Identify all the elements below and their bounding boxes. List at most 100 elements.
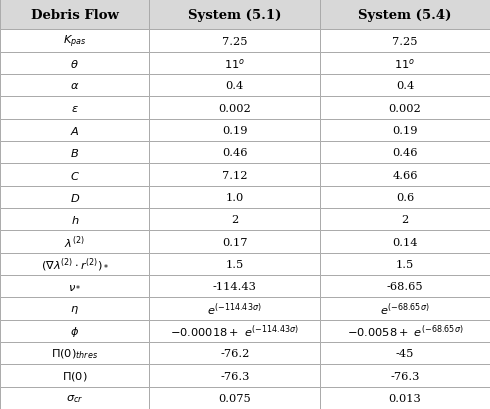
Bar — [0, 209, 149, 231]
Bar — [0, 97, 149, 119]
Text: $\eta$: $\eta$ — [70, 303, 79, 315]
Text: 0.14: 0.14 — [392, 237, 418, 247]
Bar — [320, 119, 490, 142]
Bar — [320, 320, 490, 342]
Bar — [149, 387, 320, 409]
Bar — [0, 164, 149, 186]
Text: $\nu_*$: $\nu_*$ — [68, 281, 81, 292]
Bar — [149, 30, 320, 53]
Bar — [320, 231, 490, 253]
Bar — [320, 387, 490, 409]
Bar — [320, 186, 490, 209]
Text: $e^{(-114.43\sigma)}$: $e^{(-114.43\sigma)}$ — [207, 301, 262, 317]
Bar — [0, 119, 149, 142]
Text: 1.0: 1.0 — [225, 192, 244, 202]
Bar — [320, 253, 490, 275]
Text: $C$: $C$ — [70, 169, 80, 181]
Text: $D$: $D$ — [70, 191, 80, 203]
Text: 0.46: 0.46 — [392, 148, 418, 158]
Text: $-0.00018 + \ e^{(-114.43\sigma)}$: $-0.00018 + \ e^{(-114.43\sigma)}$ — [171, 323, 299, 339]
Bar — [0, 342, 149, 364]
Bar — [149, 186, 320, 209]
Text: -68.65: -68.65 — [387, 281, 423, 292]
Text: 0.002: 0.002 — [389, 103, 421, 113]
Text: 7.25: 7.25 — [222, 36, 247, 47]
Text: $\Pi(0)_{thres}$: $\Pi(0)_{thres}$ — [51, 346, 98, 360]
Text: 0.075: 0.075 — [219, 393, 251, 403]
Bar — [320, 30, 490, 53]
Bar — [0, 253, 149, 275]
Text: 0.4: 0.4 — [396, 81, 414, 91]
Text: 2: 2 — [231, 215, 238, 225]
Bar — [320, 275, 490, 298]
Bar — [149, 53, 320, 75]
Bar — [0, 142, 149, 164]
Text: $K_{pas}$: $K_{pas}$ — [63, 33, 86, 49]
Text: 0.002: 0.002 — [219, 103, 251, 113]
Text: -76.3: -76.3 — [220, 371, 249, 380]
Bar — [0, 0, 149, 30]
Text: -76.2: -76.2 — [220, 348, 249, 358]
Bar — [320, 142, 490, 164]
Bar — [149, 253, 320, 275]
Text: $A$: $A$ — [70, 125, 79, 137]
Bar — [0, 275, 149, 298]
Bar — [0, 30, 149, 53]
Text: System (5.4): System (5.4) — [358, 9, 452, 22]
Text: $\theta$: $\theta$ — [71, 58, 79, 70]
Text: $\epsilon$: $\epsilon$ — [71, 103, 78, 113]
Text: 0.19: 0.19 — [392, 126, 418, 135]
Text: $h$: $h$ — [71, 213, 79, 226]
Bar — [320, 164, 490, 186]
Text: 7.12: 7.12 — [222, 170, 247, 180]
Bar — [149, 119, 320, 142]
Text: 0.6: 0.6 — [396, 192, 414, 202]
Bar — [0, 298, 149, 320]
Text: 0.46: 0.46 — [222, 148, 247, 158]
Text: -76.3: -76.3 — [391, 371, 419, 380]
Bar — [320, 0, 490, 30]
Bar — [149, 209, 320, 231]
Text: 7.25: 7.25 — [392, 36, 418, 47]
Bar — [149, 364, 320, 387]
Bar — [0, 75, 149, 97]
Text: $\alpha$: $\alpha$ — [70, 81, 79, 91]
Bar — [149, 164, 320, 186]
Bar — [320, 209, 490, 231]
Text: $\lambda^{(2)}$: $\lambda^{(2)}$ — [65, 234, 85, 250]
Bar — [320, 342, 490, 364]
Bar — [149, 97, 320, 119]
Text: 1.5: 1.5 — [225, 259, 244, 269]
Bar — [320, 364, 490, 387]
Bar — [149, 142, 320, 164]
Bar — [320, 298, 490, 320]
Bar — [149, 0, 320, 30]
Bar — [149, 275, 320, 298]
Bar — [320, 75, 490, 97]
Text: $11^o$: $11^o$ — [224, 57, 245, 71]
Text: $11^o$: $11^o$ — [394, 57, 416, 71]
Text: $B$: $B$ — [70, 147, 79, 159]
Text: $(\nabla\lambda^{(2)} \cdot r^{(2)})_*$: $(\nabla\lambda^{(2)} \cdot r^{(2)})_*$ — [41, 256, 109, 273]
Bar — [149, 342, 320, 364]
Text: $\sigma_{cr}$: $\sigma_{cr}$ — [66, 392, 83, 404]
Bar — [0, 320, 149, 342]
Text: Debris Flow: Debris Flow — [31, 9, 119, 22]
Bar — [149, 75, 320, 97]
Text: $e^{(-68.65\sigma)}$: $e^{(-68.65\sigma)}$ — [380, 301, 430, 317]
Text: $-0.0058 + \ e^{(-68.65\sigma)}$: $-0.0058 + \ e^{(-68.65\sigma)}$ — [347, 323, 463, 339]
Text: $\Pi(0)$: $\Pi(0)$ — [62, 369, 88, 382]
Bar — [0, 231, 149, 253]
Text: 1.5: 1.5 — [396, 259, 414, 269]
Text: 0.4: 0.4 — [225, 81, 244, 91]
Bar — [0, 186, 149, 209]
Bar — [149, 231, 320, 253]
Text: -114.43: -114.43 — [213, 281, 257, 292]
Bar — [0, 53, 149, 75]
Text: 2: 2 — [401, 215, 409, 225]
Text: System (5.1): System (5.1) — [188, 9, 281, 22]
Text: -45: -45 — [396, 348, 414, 358]
Bar — [0, 387, 149, 409]
Bar — [149, 298, 320, 320]
Text: 4.66: 4.66 — [392, 170, 418, 180]
